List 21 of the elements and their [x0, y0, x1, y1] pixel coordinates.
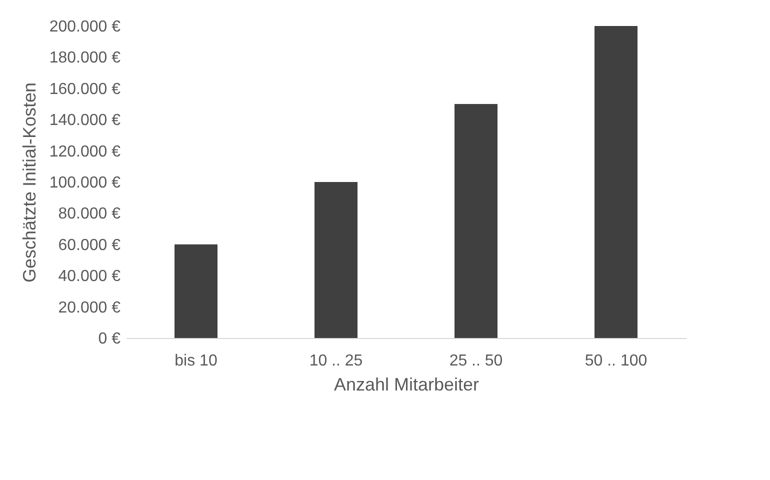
y-axis-title: Geschätzte Initial-Kosten: [19, 82, 40, 283]
y-tick-label: 0 €: [98, 330, 121, 348]
y-tick-label: 80.000 €: [58, 206, 121, 223]
x-tick-label: 50 .. 100: [584, 352, 648, 370]
x-axis-title: Anzahl Mitarbeiter: [334, 374, 480, 394]
y-tick-label: 120.000 €: [49, 143, 121, 160]
x-tick-label: 25 .. 50: [449, 352, 503, 370]
y-tick-label: 160.000 €: [49, 80, 121, 98]
y-tick-label: 180.000 €: [49, 50, 121, 67]
bar: [594, 26, 638, 338]
x-tick-label: 10 .. 25: [309, 352, 363, 370]
x-tick-label: bis 10: [174, 352, 218, 370]
y-tick-label: 100.000 €: [49, 174, 121, 192]
y-tick-label: 20.000 €: [58, 299, 121, 316]
bar: [174, 244, 218, 338]
y-tick-label: 60.000 €: [58, 236, 121, 254]
y-tick-label: 200.000 €: [49, 18, 121, 36]
y-tick-label: 40.000 €: [58, 268, 121, 286]
bar: [454, 104, 498, 338]
bar: [314, 182, 358, 338]
y-tick-label: 140.000 €: [49, 112, 121, 130]
